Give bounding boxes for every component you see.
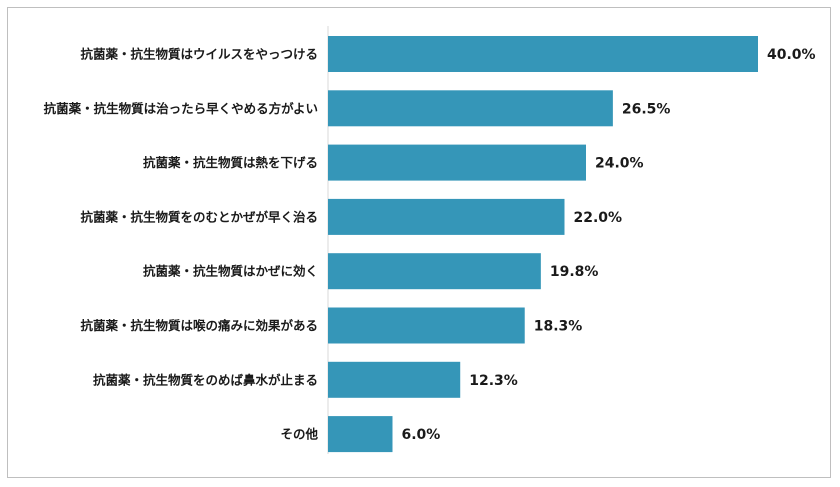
value-label: 19.8% [550,264,599,280]
category-label: 抗菌薬・抗生物質をのむとかぜが早く治る [80,209,318,224]
category-label: 抗菌薬・抗生物質は治ったら早くやめる方がよい [44,101,318,116]
category-label: 抗菌薬・抗生物質はウイルスをやっつける [80,47,318,62]
bars-layer: 抗菌薬・抗生物質はウイルスをやっつける 40.0% 抗菌薬・抗生物質は治ったら早くや… [44,36,816,453]
bar-chart: 抗菌薬・抗生物質はウイルスをやっつける 40.0% 抗菌薬・抗生物質は治ったら早くや… [44,26,816,454]
value-label: 24.0% [595,156,644,172]
bar [328,361,461,398]
value-label: 40.0% [767,47,816,63]
bar [328,307,525,344]
bar [328,416,393,453]
value-label: 6.0% [402,427,441,443]
bar [328,36,758,72]
category-label: 抗菌薬・抗生物質は喉の痛みに効果がある [80,318,318,333]
value-label: 26.5% [622,101,671,117]
chart-frame: 抗菌薬・抗生物質はウイルスをやっつける 40.0% 抗菌薬・抗生物質は治ったら早くや… [7,7,831,478]
bar [328,90,613,127]
category-label: 抗菌薬・抗生物質をのめば鼻水が止まる [93,372,318,387]
category-label: その他 [280,427,318,442]
bar [328,198,565,235]
bar [328,144,586,181]
category-label: 抗菌薬・抗生物質は熱を下げる [143,155,318,170]
value-label: 18.3% [534,319,583,335]
value-label: 12.3% [469,373,518,389]
category-label: 抗菌薬・抗生物質はかぜに効く [143,264,318,279]
value-label: 22.0% [574,210,623,226]
bar [328,253,541,290]
